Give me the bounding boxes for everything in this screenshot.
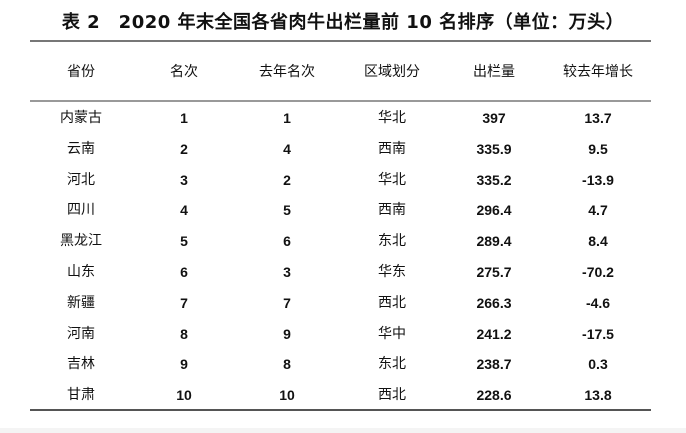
table-cell: 0.3 bbox=[588, 356, 608, 373]
header-cell: 省份 bbox=[67, 64, 95, 80]
table-cell: 西南 bbox=[378, 202, 406, 219]
table-cell: 西南 bbox=[378, 140, 406, 157]
table-cell: 4 bbox=[283, 140, 291, 157]
table-cell: 335.2 bbox=[476, 171, 512, 188]
table-row: 四川 4 5 西南 296.4 4.7 bbox=[0, 198, 686, 222]
table-cell: 华北 bbox=[378, 171, 406, 188]
table-cell: 黑龙江 bbox=[60, 233, 102, 250]
table-cell: 四川 bbox=[67, 202, 95, 219]
header-rule bbox=[30, 100, 651, 102]
table-cell: 10 bbox=[279, 387, 295, 404]
table-cell: 13.8 bbox=[584, 387, 612, 404]
table-cell: 2 bbox=[283, 171, 291, 188]
table-title: 表 2 2020 年末全国各省肉牛出栏量前 10 名排序（单位：万头） bbox=[61, 12, 625, 33]
table-cell: 内蒙古 bbox=[60, 110, 102, 126]
table-cell: 4 bbox=[180, 202, 188, 219]
table-row: 河北 3 2 华北 335.2 -13.9 bbox=[0, 168, 686, 192]
table-cell: 289.4 bbox=[476, 233, 512, 250]
table-row: 黑龙江 5 6 东北 289.4 8.4 bbox=[0, 229, 686, 253]
header-cell: 名次 bbox=[170, 64, 198, 80]
table-cell: 吉林 bbox=[67, 356, 95, 373]
table-cell: 9.5 bbox=[588, 140, 608, 157]
table-cell: 6 bbox=[283, 233, 291, 250]
table-cell: 8 bbox=[283, 356, 291, 373]
header-cell: 较去年增长 bbox=[563, 64, 633, 80]
table-cell: 2 bbox=[180, 140, 188, 157]
table-row: 山东 6 3 华东 275.7 -70.2 bbox=[0, 260, 686, 284]
table-cell: 河北 bbox=[67, 171, 95, 188]
table-cell: 西北 bbox=[378, 294, 406, 311]
table-cell: 8 bbox=[180, 325, 188, 342]
header-cell: 出栏量 bbox=[473, 64, 515, 80]
table-cell: 5 bbox=[283, 202, 291, 219]
table-row: 甘肃 10 10 西北 228.6 13.8 bbox=[0, 383, 686, 407]
table-cell: 甘肃 bbox=[67, 387, 95, 404]
table-cell: 3 bbox=[180, 171, 188, 188]
table-cell: 335.9 bbox=[476, 140, 512, 157]
table-row: 云南 2 4 西南 335.9 9.5 bbox=[0, 137, 686, 161]
table-cell: 新疆 bbox=[67, 294, 95, 311]
header-cell: 去年名次 bbox=[259, 64, 315, 80]
table-cell: 275.7 bbox=[476, 264, 512, 280]
top-rule bbox=[30, 40, 651, 42]
table-cell: 241.2 bbox=[476, 325, 512, 342]
table-cell: 6 bbox=[180, 264, 188, 280]
table-cell: 云南 bbox=[67, 140, 95, 157]
table-row: 河南 8 9 华中 241.2 -17.5 bbox=[0, 322, 686, 346]
table-cell: 华东 bbox=[378, 264, 406, 280]
table-cell: 8.4 bbox=[588, 233, 608, 250]
header-cell: 区域划分 bbox=[364, 64, 420, 80]
table-cell: 华中 bbox=[378, 325, 406, 342]
table-cell: 4.7 bbox=[588, 202, 608, 219]
header-row: 省份 名次 去年名次 区域划分 出栏量 较去年增长 bbox=[0, 60, 686, 84]
table-cell: 296.4 bbox=[476, 202, 512, 219]
table-cell: 10 bbox=[176, 387, 192, 404]
table-cell: 5 bbox=[180, 233, 188, 250]
table-cell: 7 bbox=[180, 294, 188, 311]
table-cell: 3 bbox=[283, 264, 291, 280]
table-cell: 东北 bbox=[378, 356, 406, 373]
table-cell: -4.6 bbox=[585, 294, 611, 311]
table-cell: -17.5 bbox=[582, 325, 614, 342]
table-cell: 华北 bbox=[378, 110, 406, 126]
table-cell: 266.3 bbox=[476, 294, 512, 311]
table-row: 内蒙古 1 1 华北 397 13.7 bbox=[0, 106, 686, 130]
table-cell: -70.2 bbox=[582, 264, 614, 280]
table-cell: 西北 bbox=[378, 387, 406, 404]
table-cell: 9 bbox=[283, 325, 291, 342]
table-cell: 1 bbox=[283, 110, 291, 126]
table-cell: 397 bbox=[482, 110, 506, 126]
table-cell: 山东 bbox=[67, 264, 95, 280]
table-cell: 13.7 bbox=[584, 110, 612, 126]
table-cell: 1 bbox=[180, 110, 188, 126]
table-row: 吉林 9 8 东北 238.7 0.3 bbox=[0, 352, 686, 376]
table-cell: -13.9 bbox=[582, 171, 614, 188]
table-row: 新疆 7 7 西北 266.3 -4.6 bbox=[0, 291, 686, 315]
table-cell: 238.7 bbox=[476, 356, 512, 373]
table-cell: 7 bbox=[283, 294, 291, 311]
table-cell: 河南 bbox=[67, 325, 95, 342]
table-cell: 9 bbox=[180, 356, 188, 373]
table-cell: 228.6 bbox=[476, 387, 512, 404]
bottom-rule bbox=[30, 409, 651, 411]
table-cell: 东北 bbox=[378, 233, 406, 250]
